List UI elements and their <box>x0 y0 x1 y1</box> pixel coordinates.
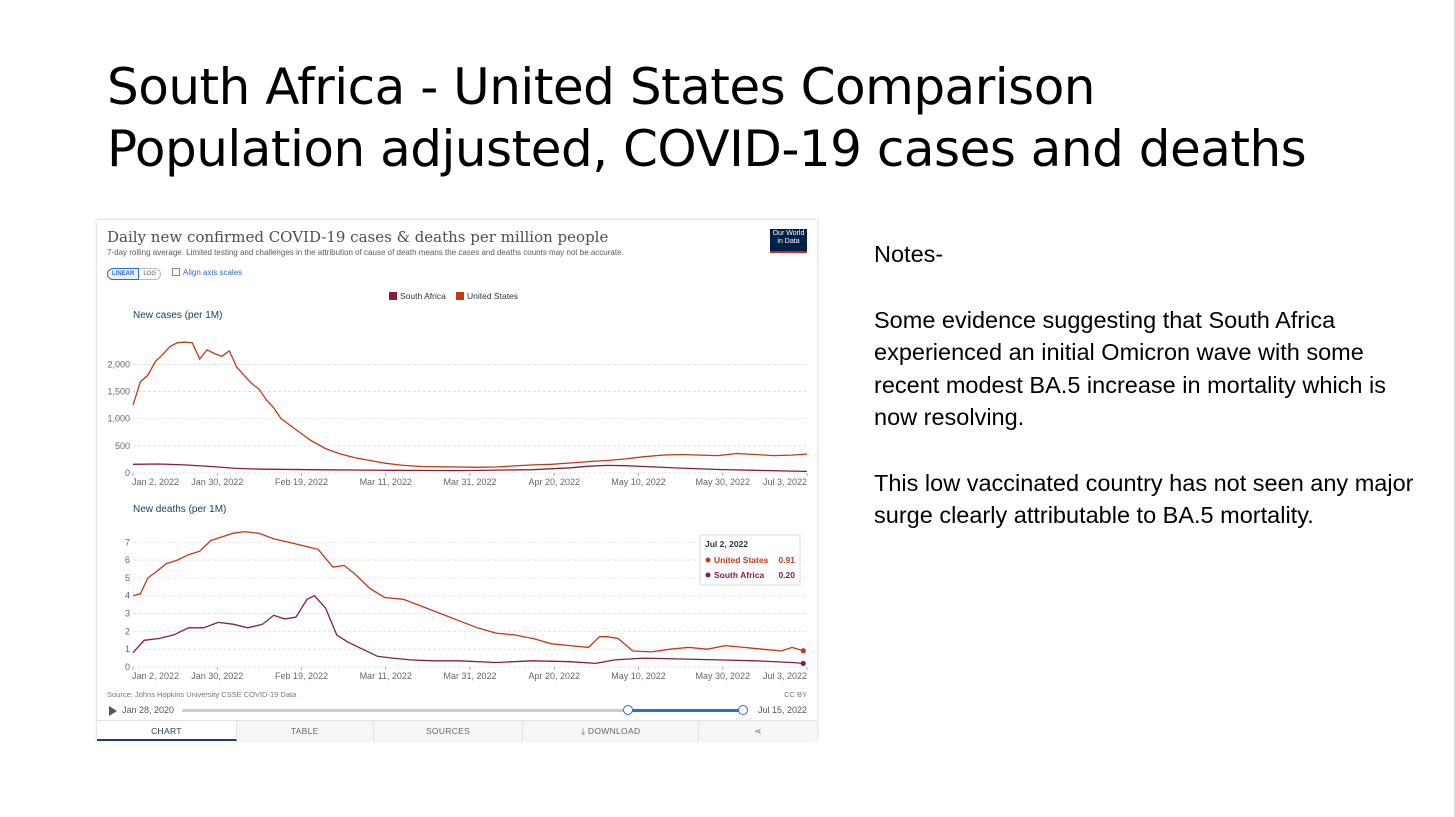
panel-title: New cases (per 1M) <box>133 310 222 321</box>
y-tick-label: 3 <box>125 609 130 619</box>
y-tick-label: 5 <box>125 573 130 583</box>
series-line-south-africa <box>132 594 804 665</box>
align-axis-checkbox[interactable]: Align axis scales <box>172 268 242 277</box>
x-tick-label: Jul 3, 2022 <box>763 671 807 681</box>
checkbox-icon <box>172 268 180 276</box>
tooltip-value: 0.20 <box>778 570 795 580</box>
download-icon: ⤓ <box>581 726 588 736</box>
share-icon: ⋖ <box>754 726 762 736</box>
slide-title: South Africa - United States Comparison … <box>107 56 1407 180</box>
license-link[interactable]: CC BY <box>784 690 807 699</box>
owid-logo-line-2: in Data <box>777 238 800 245</box>
timeline-start-label: Jan 28, 2020 <box>122 705 175 715</box>
x-tick-label: May 30, 2022 <box>695 477 750 487</box>
legend-label: United States <box>467 291 518 301</box>
timeline: Jan 28, 2020 Jul 15, 2022 <box>107 704 807 718</box>
y-tick-label: 1 <box>125 644 130 654</box>
tooltip-series-name: South Africa <box>714 570 764 580</box>
x-tick-label: Jan 30, 2022 <box>191 477 243 487</box>
x-tick-label: Jan 2, 2022 <box>132 671 179 681</box>
tooltip-date: Jul 2, 2022 <box>705 539 748 549</box>
tab-chart[interactable]: CHART <box>97 721 237 741</box>
notes-panel: Notes- Some evidence suggesting that Sou… <box>874 238 1434 532</box>
x-tick-label: May 10, 2022 <box>611 671 666 681</box>
y-tick-label: 1,000 <box>107 414 130 424</box>
charts-svg: South Africa United States New cases (per … <box>107 291 808 681</box>
source-note: Source: Johns Hopkins University CSSE CO… <box>107 690 297 699</box>
tab-download[interactable]: ⤓ DOWNLOAD <box>523 721 700 741</box>
series-line-south-africa <box>132 463 808 473</box>
series-line-united-states <box>132 530 804 653</box>
tooltip-dot <box>705 557 711 563</box>
x-tick-label: Apr 20, 2022 <box>528 671 580 681</box>
slide-edge <box>1454 0 1456 817</box>
y-tick-label: 0 <box>125 468 130 478</box>
y-tick-label: 2,000 <box>107 359 130 369</box>
series-line-united-states <box>132 341 808 468</box>
tooltip-series-name: United States <box>714 555 769 565</box>
owid-chart-embed: Daily new confirmed COVID-19 cases & dea… <box>97 220 817 741</box>
tooltip-value: 0.91 <box>778 555 795 565</box>
legend-swatch <box>389 292 397 300</box>
x-tick-label: Jul 3, 2022 <box>763 477 807 487</box>
notes-paragraph-2: This low vaccinated country has not seen… <box>874 469 1414 529</box>
timeline-end-handle[interactable] <box>738 705 748 715</box>
x-tick-label: Jan 2, 2022 <box>132 477 179 487</box>
owid-logo[interactable]: Our World in Data <box>770 229 807 253</box>
chart-title: Daily new confirmed COVID-19 cases & dea… <box>107 228 609 246</box>
y-tick-label: 1,500 <box>107 387 130 397</box>
x-tick-label: Mar 11, 2022 <box>360 477 412 487</box>
notes-paragraph-1: Some evidence suggesting that South Afri… <box>874 306 1386 431</box>
y-tick-label: 0 <box>125 662 130 672</box>
y-tick-label: 4 <box>125 591 130 601</box>
play-icon[interactable] <box>109 706 117 716</box>
x-tick-label: Feb 19, 2022 <box>275 671 328 681</box>
y-tick-label: 500 <box>115 441 130 451</box>
tooltip-box <box>699 534 801 586</box>
linear-scale-button[interactable]: LINEAR <box>107 268 140 280</box>
x-tick-label: Mar 11, 2022 <box>360 671 412 681</box>
slide-title-line-1: South Africa - United States Comparison <box>107 58 1095 116</box>
slide-title-line-2: Population adjusted, COVID-19 cases and … <box>107 120 1307 178</box>
tooltip-dot <box>705 572 711 578</box>
owid-logo-line-1: Our World <box>772 230 805 237</box>
x-tick-label: Mar 31, 2022 <box>443 671 496 681</box>
chart-subtitle: 7-day rolling average. Limited testing a… <box>107 248 624 257</box>
notes-heading: Notes- <box>874 241 944 267</box>
timeline-start-handle[interactable] <box>623 705 633 715</box>
timeline-track[interactable] <box>182 705 748 715</box>
x-tick-label: May 30, 2022 <box>695 671 750 681</box>
tab-download-label: DOWNLOAD <box>587 726 641 736</box>
tab-sources[interactable]: SOURCES <box>373 721 524 741</box>
align-axis-label: Align axis scales <box>183 268 243 277</box>
panel-title: New deaths (per 1M) <box>133 504 226 515</box>
legend-swatch <box>456 292 464 300</box>
y-tick-label: 7 <box>125 537 130 547</box>
legend-label: South Africa <box>400 291 446 301</box>
scale-toggle: LINEAR LOG <box>107 268 162 280</box>
series-endpoint-united-states <box>800 648 806 654</box>
timeline-end-label: Jul 15, 2022 <box>757 705 807 715</box>
y-tick-label: 2 <box>125 626 130 636</box>
chart-tabs: CHART TABLE SOURCES ⤓ DOWNLOAD ⋖ <box>97 720 817 741</box>
x-tick-label: Feb 19, 2022 <box>275 477 328 487</box>
series-endpoint-south-africa <box>800 660 806 667</box>
x-tick-label: Apr 20, 2022 <box>528 477 580 487</box>
log-scale-button[interactable]: LOG <box>139 268 162 280</box>
y-tick-label: 6 <box>125 555 130 565</box>
x-tick-label: Jan 30, 2022 <box>191 671 243 681</box>
tab-share[interactable]: ⋖ <box>699 721 817 741</box>
tab-table[interactable]: TABLE <box>236 721 374 741</box>
x-tick-label: Mar 31, 2022 <box>443 477 496 487</box>
timeline-selected-range <box>627 709 742 712</box>
x-tick-label: May 10, 2022 <box>611 477 666 487</box>
